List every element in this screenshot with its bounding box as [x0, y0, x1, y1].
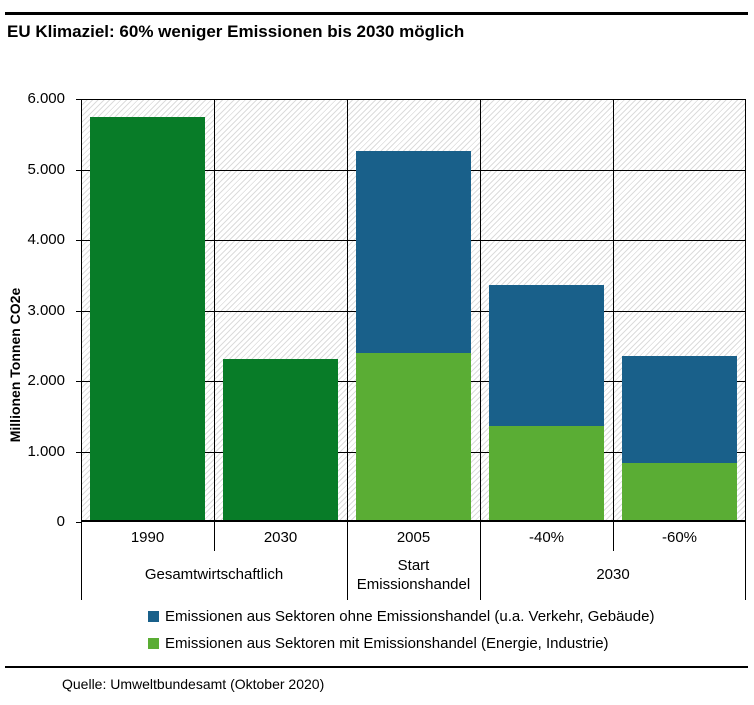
- x-group-label: 2030: [596, 566, 630, 584]
- y-tick-label: 2.000: [27, 372, 65, 389]
- y-tick-label: 4.000: [27, 231, 65, 248]
- top-divider: [5, 12, 748, 15]
- axis-tick-separator: [613, 522, 614, 551]
- x-axis-line: [81, 520, 746, 522]
- legend-item: Emissionen aus Sektoren mit Emissionshan…: [148, 630, 654, 657]
- x-group-label: Start Emissionshandel: [356, 556, 471, 593]
- source-note: Quelle: Umweltbundesamt (Oktober 2020): [62, 676, 325, 692]
- x-tick-label: 2030: [263, 529, 298, 546]
- bar-segment--40%: [489, 425, 604, 520]
- x-tick-label: -40%: [528, 529, 565, 546]
- column-separator: [347, 99, 348, 522]
- x-tick-label: 1990: [130, 529, 165, 546]
- bar-segment-2030: [223, 358, 338, 520]
- column-separator: [214, 99, 215, 522]
- y-tick-mark: [76, 170, 81, 171]
- x-axis-band: 1990 2030 2005 -40% -60% Gesamtwirtschaftlich…: [81, 522, 746, 600]
- axis-group-separator: [480, 522, 481, 600]
- x-tick-label: -60%: [661, 529, 698, 546]
- legend-swatch: [148, 638, 159, 649]
- y-tick-mark: [76, 99, 81, 100]
- y-tick-label: 1.000: [27, 442, 65, 460]
- x-tick-label: 2005: [396, 529, 431, 546]
- y-tick-mark: [76, 381, 81, 382]
- bar-segment-1990: [90, 116, 205, 520]
- plot-left-border: [81, 99, 82, 522]
- legend-label: Emissionen aus Sektoren ohne Emissionsha…: [165, 608, 655, 625]
- y-tick-label: 0: [56, 513, 65, 530]
- y-tick-mark: [76, 522, 81, 523]
- chart-legend: Emissionen aus Sektoren ohne Emissionsha…: [148, 603, 654, 657]
- column-separator: [480, 99, 481, 522]
- y-tick-mark: [76, 240, 81, 241]
- axis-group-separator: [745, 522, 746, 600]
- bar-segment--40%: [489, 285, 604, 426]
- legend-item: Emissionen aus Sektoren ohne Emissionsha…: [148, 603, 654, 630]
- bar-segment-2005: [356, 352, 471, 520]
- y-tick-mark: [76, 452, 81, 453]
- bar-segment-2005: [356, 151, 471, 353]
- legend-label: Emissionen aus Sektoren mit Emissionshan…: [165, 635, 609, 652]
- x-group-label: Gesamtwirtschaftlich: [144, 566, 284, 584]
- column-separator: [613, 99, 614, 522]
- page-title: EU Klimaziel: 60% weniger Emissionen bis…: [7, 22, 465, 41]
- plot-right-border: [745, 99, 746, 522]
- y-tick-label: 5.000: [27, 160, 65, 178]
- bottom-divider: [5, 666, 748, 668]
- axis-group-separator: [347, 522, 348, 600]
- y-tick-mark: [76, 311, 81, 312]
- gridline: [81, 99, 746, 100]
- axis-tick-separator: [214, 522, 215, 551]
- bar-segment--60%: [622, 462, 737, 520]
- y-tick-label: 3.000: [27, 301, 65, 319]
- y-tick-label: 6.000: [27, 90, 65, 107]
- bar-segment--60%: [622, 355, 737, 463]
- legend-swatch: [148, 611, 159, 622]
- plot-area: [81, 99, 746, 522]
- axis-group-separator: [81, 522, 82, 600]
